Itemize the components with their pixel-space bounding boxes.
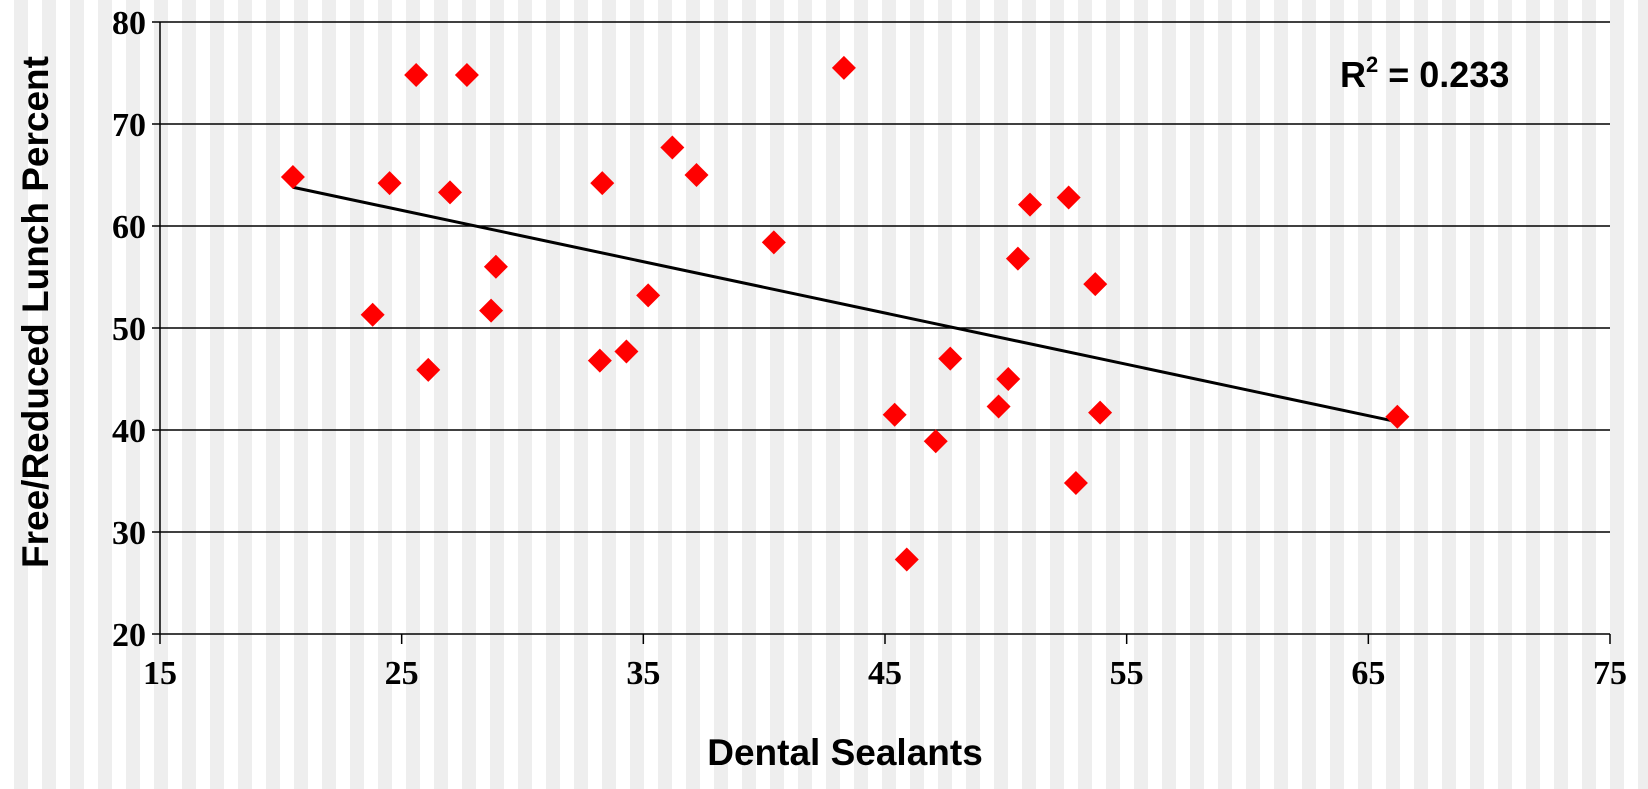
data-point-8 [479, 298, 504, 323]
data-point-11 [590, 171, 615, 196]
axes [152, 21, 1611, 644]
data-point-22 [986, 394, 1011, 419]
x-tick-label-55: 55 [1110, 655, 1144, 692]
data-points [280, 55, 1410, 572]
data-point-13 [636, 283, 661, 308]
data-point-19 [894, 547, 919, 572]
y-tick-label-20: 20 [112, 617, 146, 654]
data-point-5 [416, 357, 441, 382]
x-axis-title: Dental Sealants [707, 732, 983, 773]
y-tick-label-50: 50 [112, 311, 146, 348]
data-point-4 [404, 63, 429, 88]
data-point-29 [1088, 400, 1113, 425]
data-point-12 [614, 339, 639, 364]
data-point-18 [882, 402, 907, 427]
data-point-10 [587, 348, 612, 373]
data-point-20 [923, 429, 948, 454]
y-tick-label-70: 70 [112, 107, 146, 144]
data-point-3 [377, 171, 402, 196]
data-point-26 [1056, 185, 1081, 210]
y-axis-title: Free/Reduced Lunch Percent [15, 56, 56, 568]
data-point-30 [1385, 404, 1410, 429]
x-tick-label-15: 15 [143, 655, 177, 692]
data-point-17 [831, 55, 856, 80]
data-point-28 [1083, 272, 1108, 297]
x-tick-label-75: 75 [1593, 655, 1627, 692]
data-point-2 [360, 302, 385, 327]
data-point-7 [454, 63, 479, 88]
x-tick-label-25: 25 [385, 655, 419, 692]
data-point-24 [1005, 246, 1030, 271]
data-point-14 [660, 135, 685, 160]
gridlines [160, 21, 1610, 533]
tick-labels: 20 30 40 50 60 70 80 15 25 35 45 55 65 75 [112, 5, 1627, 692]
y-tick-label-30: 30 [112, 515, 146, 552]
data-point-27 [1063, 471, 1088, 496]
r-squared-superscript: 2 [1366, 52, 1378, 77]
x-tick-label-45: 45 [868, 655, 902, 692]
trendline [292, 185, 1398, 424]
data-point-16 [761, 230, 786, 255]
x-tick-label-35: 35 [626, 655, 660, 692]
r-squared-annotation: R2 = 0.233 [1340, 52, 1509, 95]
r-squared-value: = 0.233 [1378, 54, 1509, 95]
data-point-9 [483, 254, 508, 279]
y-tick-label-80: 80 [112, 5, 146, 42]
data-point-15 [684, 163, 709, 187]
data-point-21 [938, 346, 963, 371]
data-point-23 [996, 367, 1021, 391]
y-tick-label-60: 60 [112, 209, 146, 246]
data-point-6 [438, 180, 462, 205]
y-tick-label-40: 40 [112, 413, 146, 450]
data-point-25 [1018, 192, 1042, 217]
data-point-1 [280, 165, 305, 190]
x-tick-label-65: 65 [1351, 655, 1385, 692]
r-squared-prefix: R [1340, 54, 1366, 95]
